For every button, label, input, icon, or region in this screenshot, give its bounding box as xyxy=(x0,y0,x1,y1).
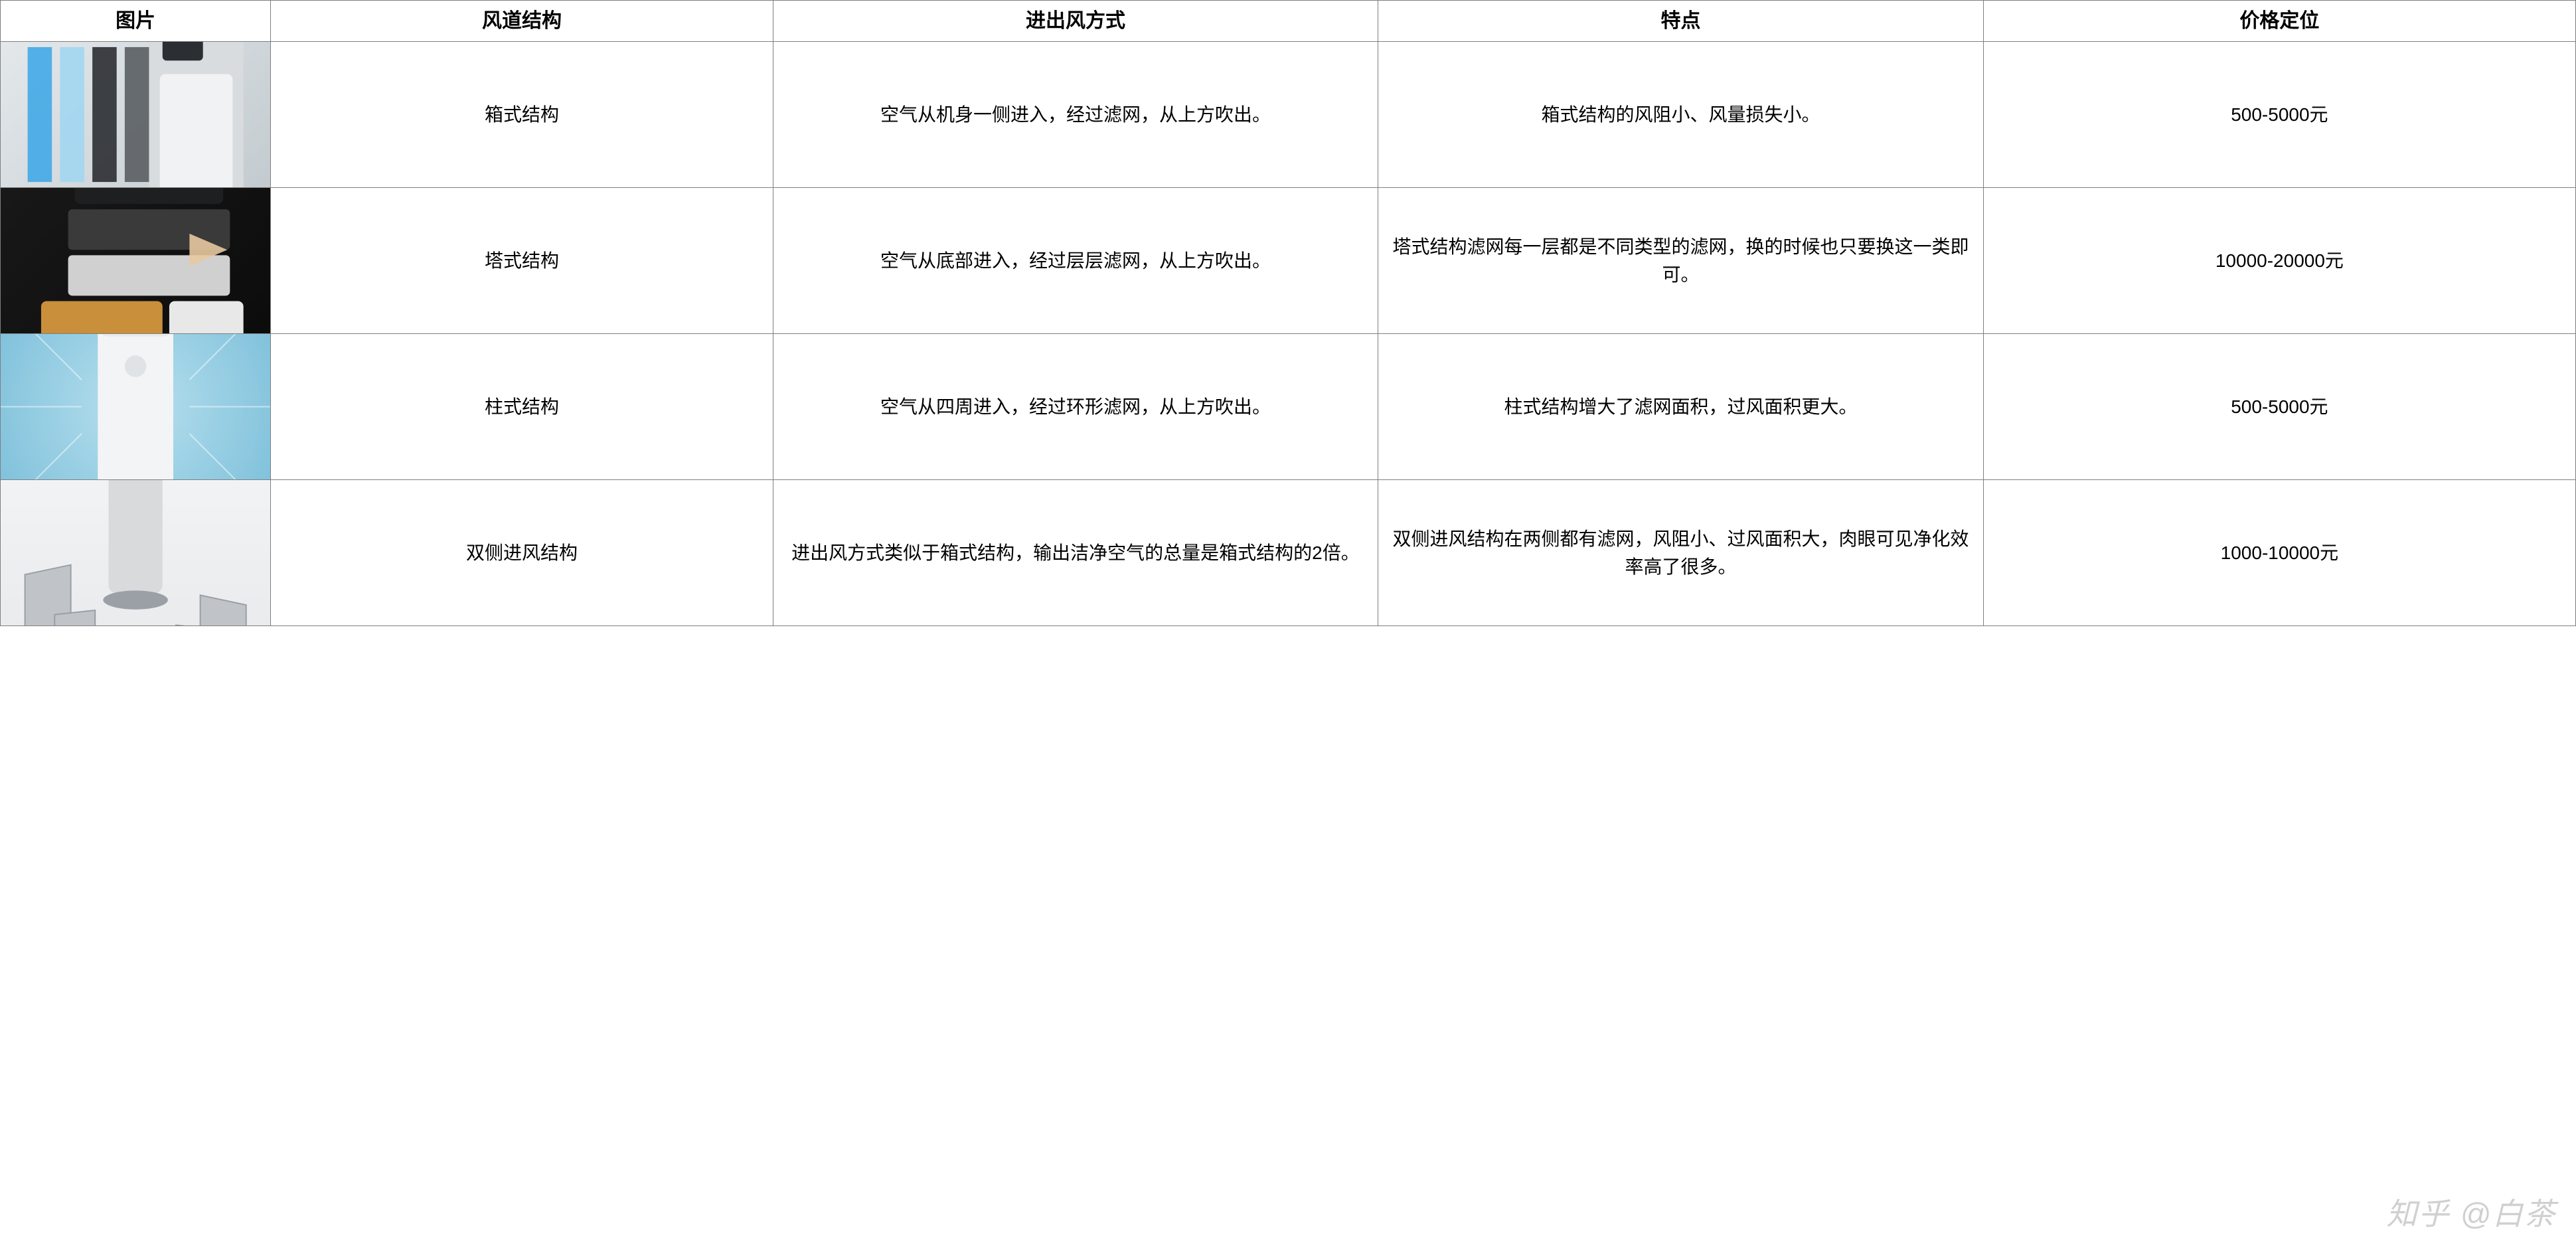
table-row: 塔式结构空气从底部进入，经过层层滤网，从上方吹出。塔式结构滤网每一层都是不同类型… xyxy=(1,188,2576,334)
dual-intake-purifier-icon xyxy=(1,480,270,625)
structure-cell: 柱式结构 xyxy=(271,334,773,480)
table-body: 箱式结构空气从机身一侧进入，经过滤网，从上方吹出。箱式结构的风阻小、风量损失小。… xyxy=(1,42,2576,626)
image-cell xyxy=(1,42,271,188)
price-cell: 1000-10000元 xyxy=(1983,480,2575,626)
comparison-table: 图片 风道结构 进出风方式 特点 价格定位 箱式结构空气从机身一侧进入，经过滤网… xyxy=(0,0,2576,626)
image-cell xyxy=(1,188,271,334)
header-airflow: 进出风方式 xyxy=(773,1,1378,42)
header-price: 价格定位 xyxy=(1983,1,2575,42)
feature-cell: 柱式结构增大了滤网面积，过风面积更大。 xyxy=(1378,334,1984,480)
image-cell xyxy=(1,334,271,480)
feature-cell: 双侧进风结构在两侧都有滤网，风阻小、过风面积大，肉眼可见净化效率高了很多。 xyxy=(1378,480,1984,626)
price-cell: 500-5000元 xyxy=(1983,334,2575,480)
column-purifier-icon xyxy=(1,334,270,479)
header-row: 图片 风道结构 进出风方式 特点 价格定位 xyxy=(1,1,2576,42)
structure-cell: 塔式结构 xyxy=(271,188,773,334)
tower-purifier-icon xyxy=(1,188,270,333)
table-row: 箱式结构空气从机身一侧进入，经过滤网，从上方吹出。箱式结构的风阻小、风量损失小。… xyxy=(1,42,2576,188)
image-cell xyxy=(1,480,271,626)
airflow-cell: 进出风方式类似于箱式结构，输出洁净空气的总量是箱式结构的2倍。 xyxy=(773,480,1378,626)
airflow-cell: 空气从机身一侧进入，经过滤网，从上方吹出。 xyxy=(773,42,1378,188)
airflow-cell: 空气从四周进入，经过环形滤网，从上方吹出。 xyxy=(773,334,1378,480)
structure-cell: 箱式结构 xyxy=(271,42,773,188)
structure-cell: 双侧进风结构 xyxy=(271,480,773,626)
price-cell: 10000-20000元 xyxy=(1983,188,2575,334)
header-structure: 风道结构 xyxy=(271,1,773,42)
header-image: 图片 xyxy=(1,1,271,42)
header-feature: 特点 xyxy=(1378,1,1984,42)
watermark-text: 知乎 @白茶 xyxy=(2387,1190,2556,1234)
price-cell: 500-5000元 xyxy=(1983,42,2575,188)
table-row: 柱式结构空气从四周进入，经过环形滤网，从上方吹出。柱式结构增大了滤网面积，过风面… xyxy=(1,334,2576,480)
feature-cell: 箱式结构的风阻小、风量损失小。 xyxy=(1378,42,1984,188)
feature-cell: 塔式结构滤网每一层都是不同类型的滤网，换的时候也只要换这一类即可。 xyxy=(1378,188,1984,334)
airflow-cell: 空气从底部进入，经过层层滤网，从上方吹出。 xyxy=(773,188,1378,334)
box-purifier-icon xyxy=(1,42,270,187)
table-row: 双侧进风结构进出风方式类似于箱式结构，输出洁净空气的总量是箱式结构的2倍。双侧进… xyxy=(1,480,2576,626)
